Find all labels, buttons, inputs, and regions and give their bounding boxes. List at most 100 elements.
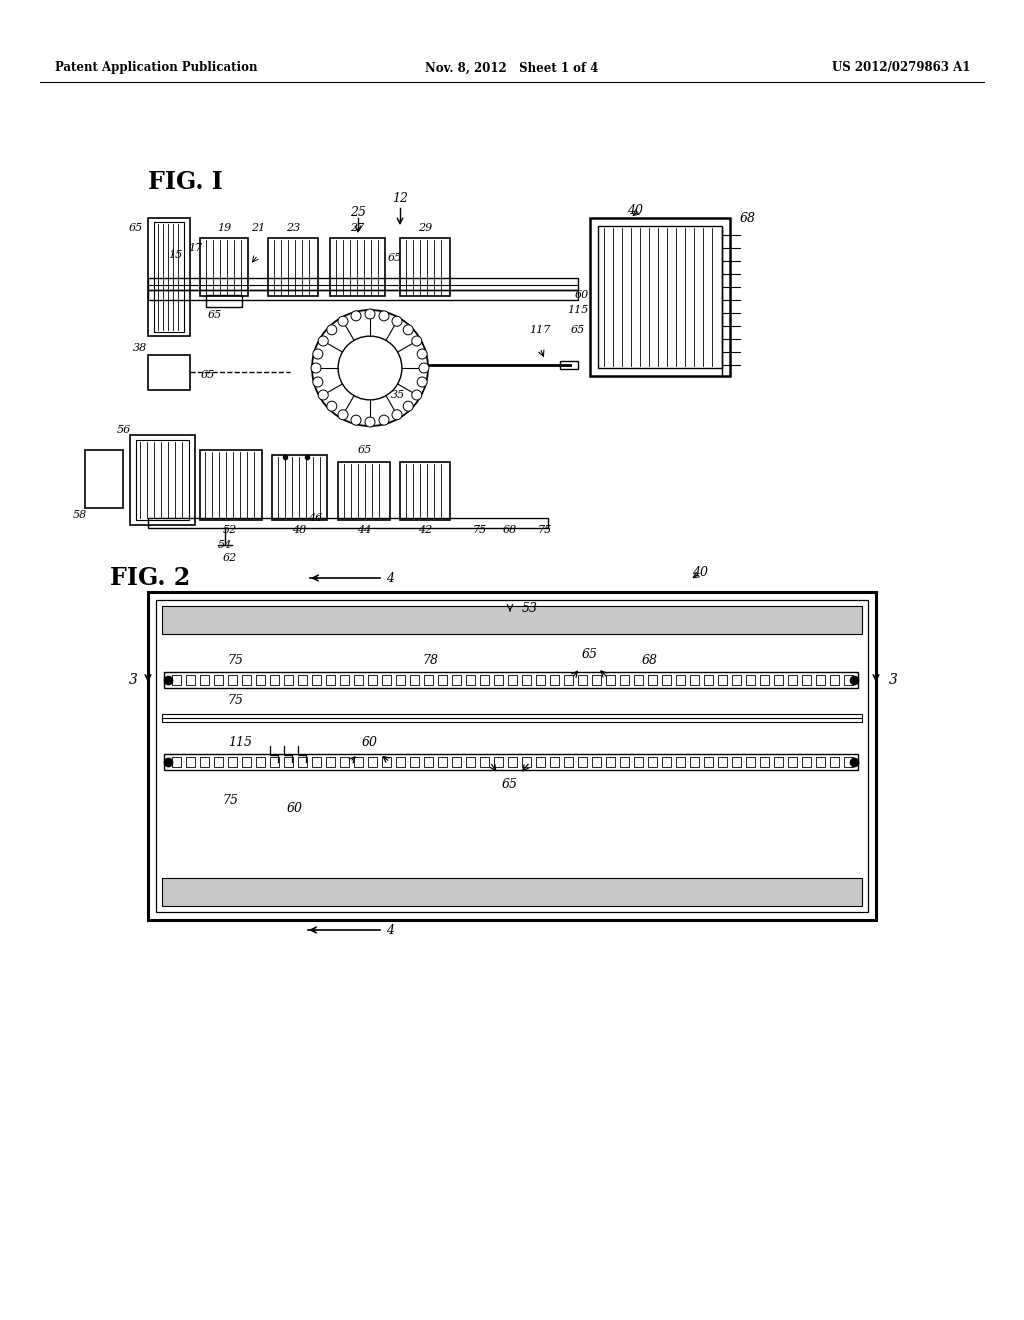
- Bar: [590, 218, 730, 376]
- Text: 21: 21: [251, 223, 265, 234]
- Bar: [830, 756, 839, 767]
- Bar: [148, 591, 876, 920]
- Text: 68: 68: [503, 525, 517, 535]
- Bar: [162, 878, 862, 906]
- Bar: [396, 675, 406, 685]
- Circle shape: [403, 401, 413, 412]
- Bar: [338, 462, 390, 520]
- Bar: [508, 756, 517, 767]
- Bar: [340, 756, 349, 767]
- Bar: [172, 675, 181, 685]
- Text: 60: 60: [287, 801, 303, 814]
- Bar: [494, 675, 503, 685]
- Bar: [732, 675, 741, 685]
- Text: 38: 38: [133, 343, 147, 352]
- Text: 115: 115: [567, 305, 589, 315]
- Bar: [816, 675, 825, 685]
- Bar: [148, 279, 578, 290]
- Bar: [424, 756, 433, 767]
- Text: 65: 65: [208, 310, 222, 319]
- Bar: [368, 675, 377, 685]
- Text: Patent Application Publication: Patent Application Publication: [55, 62, 257, 74]
- Circle shape: [403, 325, 413, 335]
- Bar: [382, 675, 391, 685]
- Bar: [214, 756, 223, 767]
- Bar: [705, 675, 713, 685]
- Text: 53: 53: [522, 602, 538, 615]
- Circle shape: [417, 348, 427, 359]
- Text: 12: 12: [392, 191, 408, 205]
- Bar: [270, 675, 279, 685]
- Bar: [130, 436, 195, 525]
- Text: 4: 4: [386, 572, 394, 585]
- Bar: [466, 756, 475, 767]
- Bar: [298, 675, 307, 685]
- Circle shape: [379, 310, 389, 321]
- Circle shape: [338, 317, 348, 326]
- Bar: [354, 756, 362, 767]
- Bar: [326, 756, 335, 767]
- Circle shape: [412, 337, 422, 346]
- Bar: [606, 756, 615, 767]
- Text: 75: 75: [227, 693, 243, 706]
- Bar: [438, 756, 447, 767]
- Bar: [746, 675, 755, 685]
- Circle shape: [313, 378, 323, 387]
- Text: 62: 62: [223, 553, 238, 564]
- Text: 65: 65: [201, 370, 215, 380]
- Bar: [550, 675, 559, 685]
- Bar: [598, 226, 722, 368]
- Bar: [200, 675, 209, 685]
- Bar: [242, 675, 251, 685]
- Circle shape: [365, 417, 375, 426]
- Bar: [438, 675, 447, 685]
- Bar: [802, 756, 811, 767]
- Bar: [400, 238, 450, 296]
- Bar: [592, 756, 601, 767]
- Bar: [718, 756, 727, 767]
- Bar: [746, 756, 755, 767]
- Text: 46: 46: [308, 513, 323, 523]
- Bar: [424, 675, 433, 685]
- Circle shape: [338, 409, 348, 420]
- Text: 35: 35: [391, 389, 406, 400]
- Bar: [676, 756, 685, 767]
- Text: 65: 65: [388, 253, 402, 263]
- Bar: [536, 675, 545, 685]
- Bar: [272, 455, 327, 520]
- Bar: [382, 756, 391, 767]
- Bar: [268, 238, 318, 296]
- Text: 19: 19: [217, 223, 231, 234]
- Text: 65: 65: [502, 779, 518, 792]
- Bar: [648, 756, 657, 767]
- Bar: [200, 238, 248, 296]
- Text: 3: 3: [129, 673, 137, 686]
- Bar: [606, 675, 615, 685]
- Bar: [200, 450, 262, 520]
- Bar: [136, 440, 189, 520]
- Text: 40: 40: [627, 203, 643, 216]
- Bar: [186, 756, 195, 767]
- Text: 65: 65: [582, 648, 598, 661]
- Text: 78: 78: [422, 653, 438, 667]
- Bar: [200, 756, 209, 767]
- Bar: [330, 238, 385, 296]
- Text: 40: 40: [692, 565, 708, 578]
- Bar: [705, 756, 713, 767]
- Bar: [732, 756, 741, 767]
- Bar: [256, 675, 265, 685]
- Bar: [634, 756, 643, 767]
- Bar: [354, 675, 362, 685]
- Bar: [522, 675, 531, 685]
- Text: 75: 75: [222, 793, 238, 807]
- Text: 15: 15: [168, 249, 182, 260]
- Bar: [662, 756, 671, 767]
- Bar: [410, 756, 419, 767]
- Circle shape: [419, 363, 429, 374]
- Text: 75: 75: [473, 525, 487, 535]
- Bar: [400, 462, 450, 520]
- Bar: [494, 756, 503, 767]
- Bar: [410, 675, 419, 685]
- Circle shape: [365, 309, 375, 319]
- Text: 65: 65: [357, 445, 372, 455]
